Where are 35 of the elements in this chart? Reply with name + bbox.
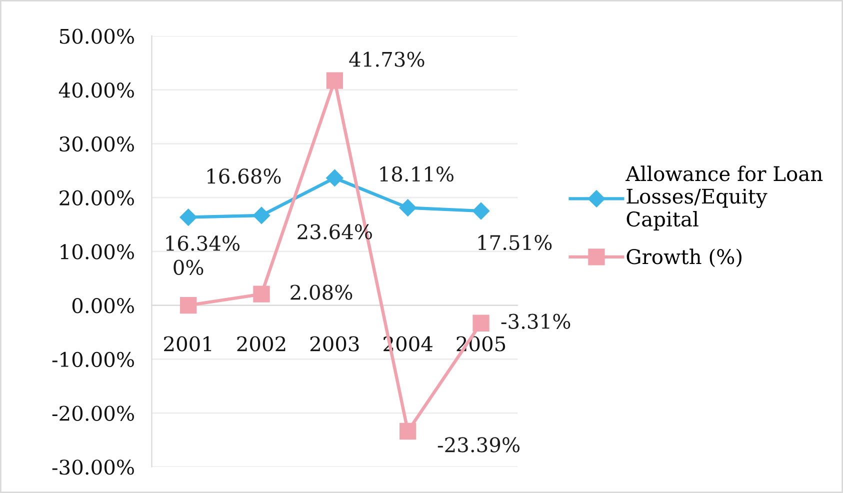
data-label: 2.08% (290, 284, 352, 300)
point (472, 202, 490, 220)
point (400, 422, 416, 440)
data-label: -23.39% (438, 437, 520, 452)
y-tick-label: 50.00% (60, 28, 134, 44)
x-tick-label: 2001 (164, 336, 212, 352)
y-tick-label: 0.00% (72, 298, 134, 314)
data-label: 16.34% (166, 236, 240, 251)
legend-label: Allowance for Loan Losses/Equity Capital (626, 166, 823, 231)
point (180, 296, 197, 314)
data-label: 41.73% (349, 52, 424, 67)
data-label: 0% (174, 260, 204, 276)
x-tick-label: 2003 (310, 336, 359, 352)
point (253, 286, 270, 302)
y-tick-label: 30.00% (60, 136, 134, 152)
y-tick-label: -30.00% (52, 460, 134, 475)
legend-label: Growth (%) (626, 248, 742, 268)
data-label: 18.11% (380, 166, 454, 182)
y-tick-label: -10.00% (52, 352, 134, 368)
x-tick-label: 2004 (384, 336, 432, 352)
y-tick-label: 40.00% (58, 82, 134, 98)
point (326, 169, 344, 187)
point (180, 208, 197, 226)
point (252, 206, 270, 224)
point (472, 314, 490, 332)
data-label: 16.68% (208, 168, 281, 184)
y-tick-label: -20.00% (52, 406, 134, 421)
data-label: -3.31% (501, 314, 570, 329)
y-tick-label: 10.00% (60, 244, 134, 260)
y-tick-label: 20.00% (60, 190, 134, 206)
data-label: 23.64% (298, 224, 372, 240)
x-tick-label: 2002 (237, 336, 286, 352)
point (399, 199, 416, 216)
data-label: 17.51% (478, 234, 552, 250)
point (326, 72, 344, 89)
